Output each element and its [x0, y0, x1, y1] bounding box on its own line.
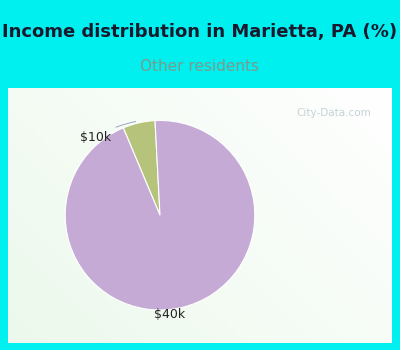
- Wedge shape: [123, 121, 160, 215]
- Wedge shape: [65, 120, 255, 310]
- Text: $40k: $40k: [154, 303, 185, 321]
- Text: Income distribution in Marietta, PA (%): Income distribution in Marietta, PA (%): [2, 22, 398, 41]
- Text: $10k: $10k: [80, 121, 136, 144]
- Text: City-Data.com: City-Data.com: [296, 108, 371, 118]
- Text: Other residents: Other residents: [140, 59, 260, 74]
